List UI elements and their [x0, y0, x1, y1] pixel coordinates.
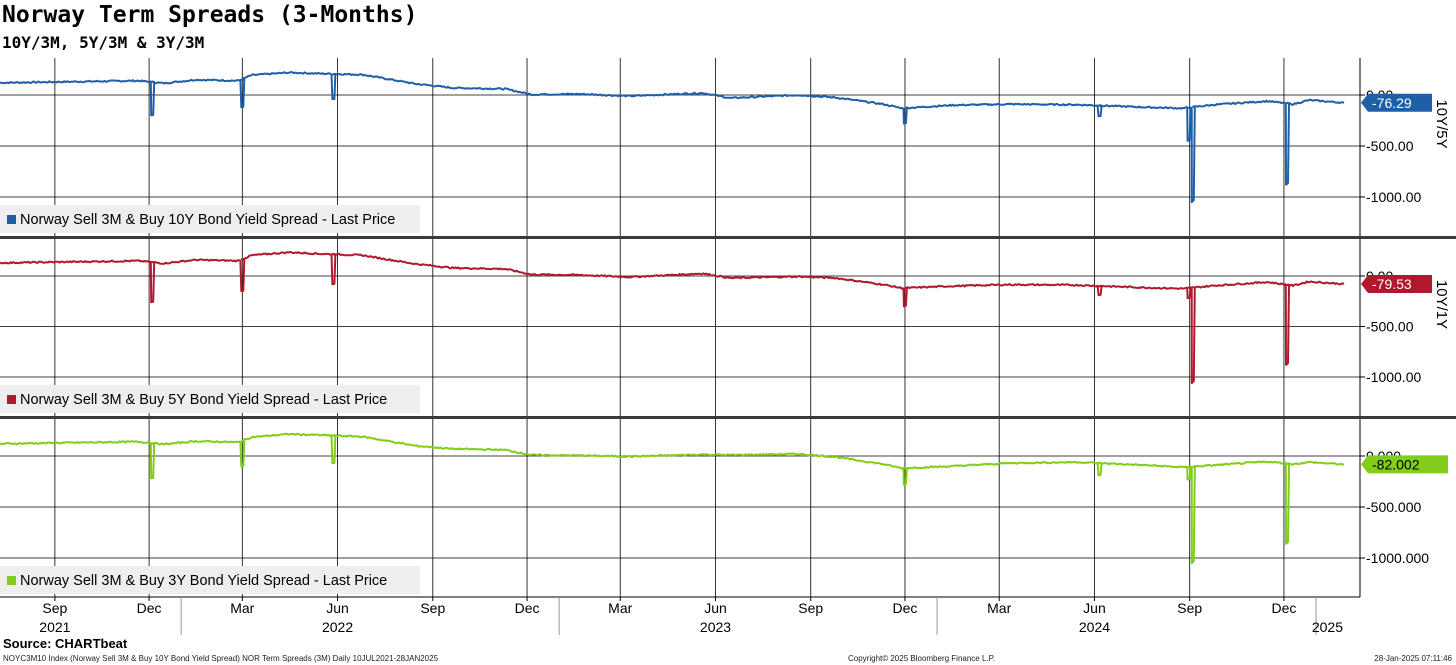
- axis-title: 10Y/1Y: [1433, 280, 1450, 329]
- last-price-tag: [1361, 455, 1448, 474]
- x-tick-label: Dec: [1271, 600, 1296, 616]
- x-tick-label: Mar: [987, 600, 1011, 616]
- x-tick-label: Sep: [42, 600, 67, 616]
- legend-swatch: [7, 576, 16, 585]
- x-year-label: 2021: [39, 619, 70, 635]
- x-tick-label: Mar: [608, 600, 632, 616]
- x-tick-label: Sep: [798, 600, 823, 616]
- footer-index-description: NOYC3M10 Index (Norway Sell 3M & Buy 10Y…: [3, 654, 439, 663]
- last-price-tag: [1361, 275, 1432, 294]
- x-tick-label: Dec: [893, 600, 918, 616]
- chart-title: Norway Term Spreads (3-Months): [2, 2, 418, 28]
- legend-label: Norway Sell 3M & Buy 3Y Bond Yield Sprea…: [20, 573, 387, 589]
- x-tick-label: Dec: [515, 600, 540, 616]
- footer-timestamp: 28-Jan-2025 07:11:46: [1374, 654, 1452, 663]
- x-year-label: 2024: [1079, 619, 1110, 635]
- y-tick-label: -1000.00: [1366, 369, 1421, 385]
- legend-box: [0, 566, 420, 594]
- y-tick-label: -500.00: [1366, 138, 1414, 154]
- panel-separator: [0, 236, 1456, 239]
- x-tick-label: Jun: [1083, 600, 1106, 616]
- x-tick-label: Sep: [1177, 600, 1202, 616]
- series-line: [0, 432, 1345, 565]
- source-note: Source: CHARTbeat: [3, 636, 128, 651]
- legend-label: Norway Sell 3M & Buy 10Y Bond Yield Spre…: [20, 212, 395, 228]
- x-tick-label: Sep: [420, 600, 445, 616]
- x-tick-label: Jun: [704, 600, 727, 616]
- y-tick-label: -1000.00: [1366, 189, 1421, 205]
- series-line: [0, 250, 1345, 385]
- axis-title: 10Y/5Y: [1433, 99, 1450, 148]
- legend-swatch: [7, 215, 16, 224]
- legend-box: [0, 205, 420, 233]
- panel-separator: [0, 416, 1456, 419]
- series-line: [0, 70, 1345, 204]
- legend-swatch: [7, 395, 16, 404]
- y-tick-label: -500.000: [1366, 499, 1421, 515]
- last-price-label: -76.29: [1372, 95, 1412, 111]
- x-year-label: 2023: [700, 619, 731, 635]
- last-price-tag: [1361, 93, 1432, 112]
- x-tick-label: Jun: [326, 600, 349, 616]
- legend-label: Norway Sell 3M & Buy 5Y Bond Yield Sprea…: [20, 392, 387, 408]
- x-tick-label: Mar: [230, 600, 254, 616]
- legend-box: [0, 385, 420, 413]
- last-price-label: -82.002: [1372, 456, 1420, 472]
- y-tick-label: -500.00: [1366, 319, 1414, 335]
- x-year-label: 2025: [1312, 619, 1343, 635]
- y-tick-label: -1000.000: [1366, 550, 1429, 566]
- x-year-label: 2022: [322, 619, 353, 635]
- chart-subtitle: 10Y/3M, 5Y/3M & 3Y/3M: [2, 33, 205, 52]
- last-price-label: -79.53: [1372, 276, 1412, 292]
- x-tick-label: Dec: [137, 600, 162, 616]
- footer-copyright: Copyright© 2025 Bloomberg Finance L.P.: [848, 654, 996, 663]
